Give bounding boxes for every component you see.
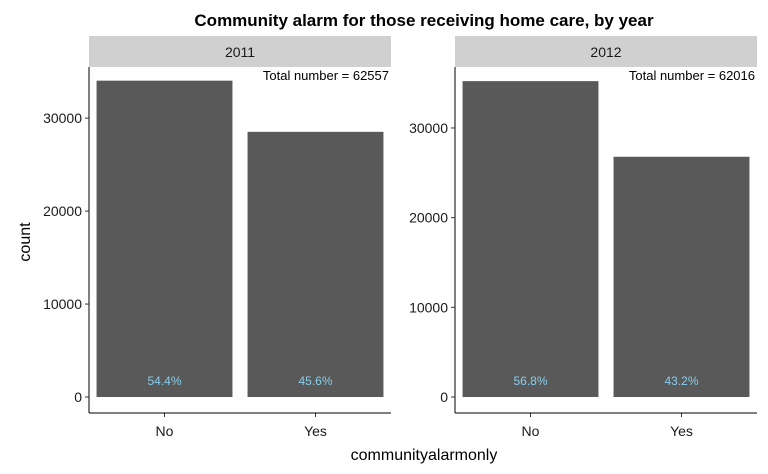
total-annotation: Total number = 62016 bbox=[629, 68, 755, 83]
percent-label: 56.8% bbox=[513, 374, 547, 388]
y-tick-label: 10000 bbox=[43, 296, 82, 312]
percent-label: 54.4% bbox=[147, 374, 181, 388]
facet-strip-label: 2011 bbox=[225, 44, 255, 60]
bar-2011-Yes bbox=[247, 131, 384, 397]
facet-strip-label: 2012 bbox=[590, 44, 621, 60]
bar-2012-No bbox=[462, 81, 599, 397]
x-tick-label: Yes bbox=[670, 423, 693, 439]
y-tick-label: 20000 bbox=[409, 210, 448, 226]
y-tick-label: 10000 bbox=[409, 299, 448, 315]
chart-title: Community alarm for those receiving home… bbox=[194, 11, 654, 30]
percent-label: 45.6% bbox=[298, 374, 332, 388]
facet-strip bbox=[455, 36, 757, 67]
facet-strip bbox=[89, 36, 391, 67]
x-tick-label: Yes bbox=[304, 423, 327, 439]
total-annotation: Total number = 62557 bbox=[263, 68, 389, 83]
y-tick-label: 30000 bbox=[409, 120, 448, 136]
x-tick-label: No bbox=[522, 423, 540, 439]
x-tick-label: No bbox=[156, 423, 174, 439]
bar-2012-Yes bbox=[613, 156, 750, 397]
facet-panel-2012: 2012 56.8% No 43.2% Yes Total number = 62016 0… bbox=[409, 36, 757, 439]
y-tick-label: 0 bbox=[440, 389, 448, 405]
percent-label: 43.2% bbox=[664, 374, 698, 388]
y-tick-label: 0 bbox=[74, 389, 82, 405]
facet-panel-2011: 2011 54.4% No 45.6% Yes Total number = 62557 0… bbox=[43, 36, 391, 439]
y-tick-label: 30000 bbox=[43, 110, 82, 126]
x-axis-title: communityalarmonly bbox=[351, 447, 498, 464]
bar-2011-No bbox=[96, 80, 233, 398]
y-tick-label: 20000 bbox=[43, 203, 82, 219]
facet-panels: 2011 54.4% No 45.6% Yes Total number = 62557 0… bbox=[43, 36, 757, 439]
y-axis-title: count bbox=[17, 222, 34, 262]
